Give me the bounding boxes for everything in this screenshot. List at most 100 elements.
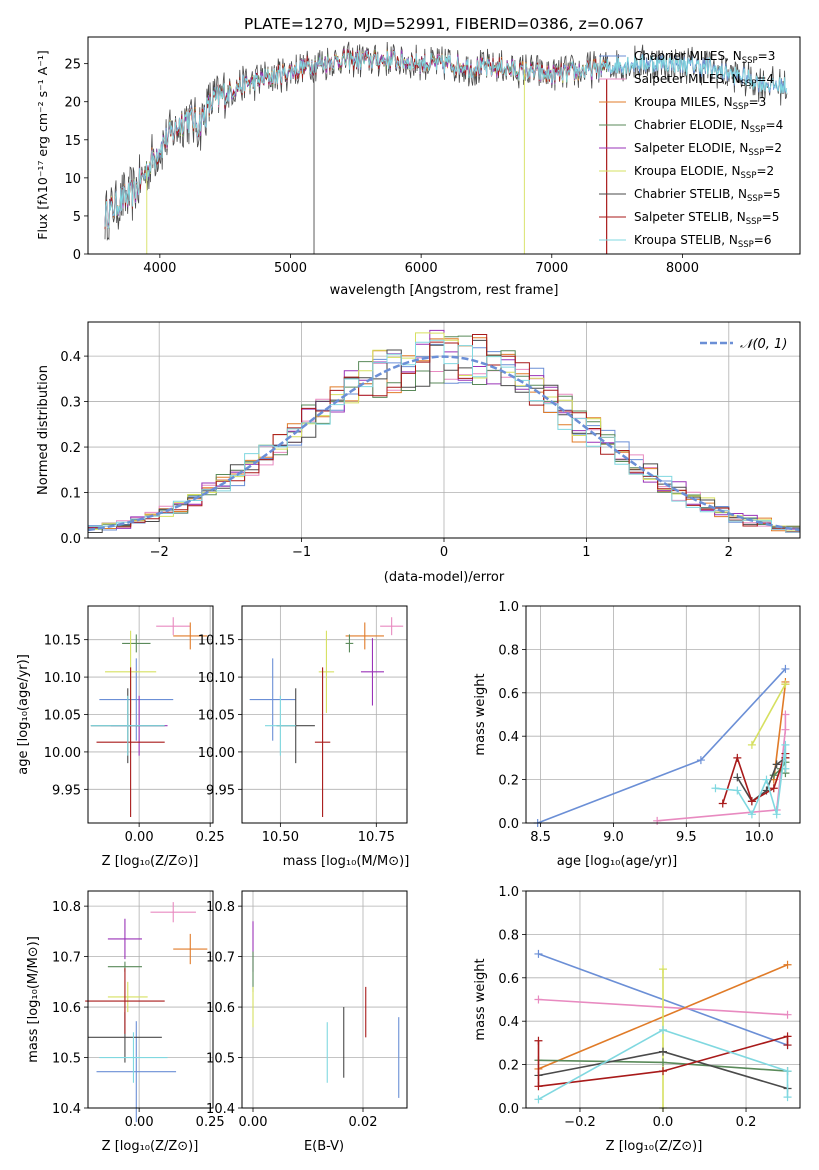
weight-vs-Z-marker-salpeter_stelib <box>783 1032 792 1041</box>
age-vs-mass-xlabel: mass [log₁₀(M/M⊙)] <box>283 854 410 869</box>
weight-vs-age-series <box>533 664 790 827</box>
weight-vs-age-xtick-label: 9.0 <box>603 830 624 845</box>
spectrum-legend: Chabrier MILES, NSSP=3 Salpeter MILES, NS… <box>599 49 783 250</box>
weight-vs-age-marker-kroupa_stelib <box>781 740 790 749</box>
legend-label-salpeter_stelib: Salpeter STELIB, NSSP=5 <box>634 210 779 227</box>
age-vs-mass-xtick-label: 10.75 <box>358 830 395 845</box>
legend-label-salpeter_elodie: Salpeter ELODIE, NSSP=2 <box>634 141 782 158</box>
residuals-ytick-label: 0.3 <box>60 396 81 411</box>
weight-vs-age-marker-kroupa_stelib <box>762 775 771 784</box>
weight-vs-age-xtick-label: 8.5 <box>530 830 551 845</box>
weight-vs-Z-marker-chabrier_miles <box>534 949 543 958</box>
mass-vs-EBV-ytick-label: 10.4 <box>206 1102 235 1117</box>
age-vs-Z-series <box>90 617 208 818</box>
age-vs-mass-ytick-label: 10.15 <box>198 634 235 649</box>
residuals-xtick-label: −1 <box>292 545 311 560</box>
mass-vs-Z-ytick-label: 10.4 <box>52 1102 81 1117</box>
mass-vs-Z-ytick-label: 10.7 <box>52 951 81 966</box>
mass-vs-Z-xlabel: Z [log₁₀(Z/Z⊙)] <box>102 1139 199 1154</box>
weight-vs-age-xlabel: age [log₁₀(age/yr)] <box>557 854 678 869</box>
mass-vs-EBV-ytick-label: 10.7 <box>206 951 235 966</box>
weight-vs-age-marker-salpeter_stelib <box>747 797 756 806</box>
residuals-hist-kroupa_stelib <box>88 339 800 533</box>
weight-vs-Z-ytick-label: 0.0 <box>498 1102 519 1117</box>
weight-vs-age-marker-kroupa_stelib <box>781 764 790 773</box>
normal-curve <box>87 355 801 532</box>
weight-vs-Z-marker-chabrier_stelib <box>659 1047 667 1056</box>
weight-vs-age-marker-kroupa_elodie <box>747 740 756 749</box>
age-vs-mass-ytick-label: 10.05 <box>198 709 235 724</box>
spectrum-panel: 4000 5000 6000 7000 8000 0 5 10 15 20 25 wavelengt… <box>35 36 801 298</box>
mass-vs-Z-series <box>85 902 208 1123</box>
residuals-legend: 𝒩(0, 1) <box>700 337 787 352</box>
residuals-ytick-label: 0.0 <box>60 532 81 547</box>
spectrum-series-group <box>104 41 788 254</box>
weight-vs-Z-xtick-label: 0.2 <box>736 1115 757 1130</box>
age-vs-Z-ylabel: age [log₁₀(age/yr)] <box>16 654 31 775</box>
spectrum-line-kroupa_stelib <box>104 50 788 230</box>
spectrum-ytick-label: 20 <box>64 96 81 111</box>
weight-vs-Z-ytick-label: 0.2 <box>498 1059 519 1074</box>
weight-vs-age-ytick-label: 0.2 <box>498 774 519 789</box>
weight-vs-age-ytick-label: 0.8 <box>498 643 519 658</box>
weight-vs-age-marker-salpeter_stelib <box>733 753 742 762</box>
mass-vs-EBV-xlabel: E(B-V) <box>304 1139 344 1154</box>
age-vs-Z-xtick-label: 0.25 <box>196 830 225 845</box>
weight-vs-age-panel: 8.5 9.0 9.5 10.0 0.0 0.2 0.4 0.6 0.8 1.0 age [log₁… <box>473 600 801 869</box>
weight-vs-Z-marker-salpeter_miles <box>534 995 543 1004</box>
spectrum-xtick-label: 5000 <box>274 261 307 276</box>
age-vs-mass-ytick-label: 10.10 <box>198 671 235 686</box>
weight-vs-age-ytick-label: 0.4 <box>498 730 519 745</box>
spectrum-xtick-label: 4000 <box>143 261 176 276</box>
weight-vs-Z-ytick-label: 0.4 <box>498 1015 519 1030</box>
weight-vs-Z-marker-kroupa_stelib <box>659 1025 667 1034</box>
legend-label-salpeter_miles: Salpeter MILES, NSSP=4 <box>634 72 774 89</box>
age-vs-mass-ytick-label: 10.00 <box>198 746 235 761</box>
spectrum-xlabel: wavelength [Angstrom, rest frame] <box>330 283 559 298</box>
weight-vs-age-xtick-label: 10.0 <box>745 830 774 845</box>
small-panels: 0.00 0.25 9.95 10.00 10.05 10.10 10.15 Z [log₁₀… <box>16 600 801 1154</box>
weight-vs-Z-xlabel: Z [log₁₀(Z/Z⊙)] <box>606 1139 703 1154</box>
mass-vs-Z-ylabel: mass [log₁₀(M/M⊙)] <box>26 936 41 1063</box>
age-vs-mass-ytick-label: 9.95 <box>206 783 235 798</box>
weight-vs-age-ylabel: mass weight <box>473 673 488 755</box>
age-vs-Z-xtick-label: 0.00 <box>125 830 154 845</box>
age-vs-Z-ytick-label: 10.05 <box>44 709 81 724</box>
weight-vs-age-marker-salpeter_miles <box>781 710 790 719</box>
weight-vs-age-marker-chabrier_stelib <box>772 760 781 769</box>
weight-vs-age-ytick-label: 0.6 <box>498 687 519 702</box>
legend-label-kroupa_miles: Kroupa MILES, NSSP=3 <box>634 95 766 112</box>
legend-label-chabrier_stelib: Chabrier STELIB, NSSP=5 <box>634 187 781 204</box>
age-vs-Z-ytick-label: 10.10 <box>44 671 81 686</box>
residuals-xtick-label: 0 <box>440 545 448 560</box>
spectrum-ytick-label: 15 <box>64 134 81 149</box>
age-vs-Z-xlabel: Z [log₁₀(Z/Z⊙)] <box>102 854 199 869</box>
legend-label-kroupa_stelib: Kroupa STELIB, NSSP=6 <box>634 233 772 250</box>
mass-vs-EBV-series <box>252 921 400 1098</box>
weight-vs-Z-line-kroupa_stelib <box>538 1029 789 1100</box>
mass-vs-Z-ytick-label: 10.6 <box>52 1001 81 1016</box>
weight-vs-age-marker-kroupa_stelib <box>733 786 742 795</box>
weight-vs-Z-series <box>534 949 792 1112</box>
residuals-ytick-label: 0.2 <box>60 441 81 456</box>
mass-vs-Z-xtick-label: 0.25 <box>196 1115 225 1130</box>
weight-vs-age-marker-chabrier_miles <box>696 756 705 765</box>
weight-vs-Z-ytick-label: 1.0 <box>498 885 519 900</box>
mass-vs-Z-ytick-label: 10.5 <box>52 1052 81 1067</box>
weight-vs-age-marker-kroupa_stelib <box>711 784 720 793</box>
spectrum-ytick-label: 5 <box>73 210 81 225</box>
mass-vs-EBV-xtick-label: 0.02 <box>349 1115 378 1130</box>
weight-vs-age-ytick-label: 1.0 <box>498 600 519 615</box>
mass-vs-EBV-ytick-label: 10.8 <box>206 900 235 915</box>
legend-label-kroupa_elodie: Kroupa ELODIE, NSSP=2 <box>634 164 774 181</box>
weight-vs-Z-marker-salpeter_stelib <box>659 1067 667 1076</box>
weight-vs-Z-marker-salpeter_stelib <box>534 1082 543 1091</box>
legend-label-chabrier_miles: Chabrier MILES, NSSP=3 <box>634 49 775 66</box>
weight-vs-age-marker-salpeter_stelib <box>718 799 727 808</box>
age-vs-Z-ytick-label: 9.95 <box>52 783 81 798</box>
weight-vs-age-marker-chabrier_miles <box>781 664 790 673</box>
mass-vs-Z-xtick-label: 0.00 <box>125 1115 154 1130</box>
residuals-panel: −2 −1 0 1 2 0.0 0.1 0.2 0.3 0.4 (data-model)/erro… <box>36 321 801 585</box>
weight-vs-Z-xtick-label: 0.0 <box>653 1115 674 1130</box>
